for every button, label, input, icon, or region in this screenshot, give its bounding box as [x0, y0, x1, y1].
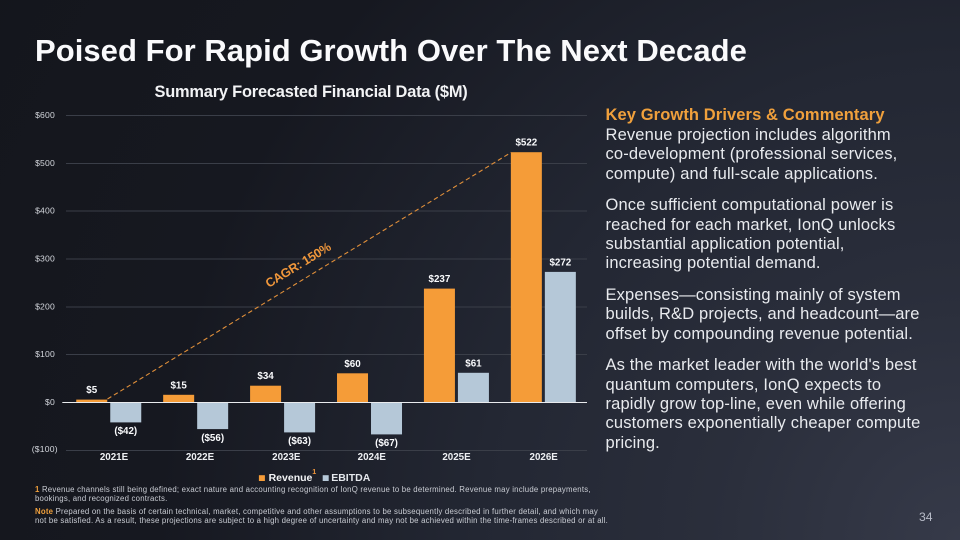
svg-text:2023E: 2023E — [272, 452, 301, 463]
svg-text:EBITDA: EBITDA — [331, 472, 371, 484]
svg-text:2021E: 2021E — [100, 452, 129, 463]
svg-text:$15: $15 — [170, 380, 187, 391]
svg-text:($42): ($42) — [114, 426, 137, 437]
svg-text:($63): ($63) — [288, 436, 311, 447]
svg-text:$61: $61 — [465, 358, 482, 369]
svg-text:$200: $200 — [35, 301, 55, 311]
svg-text:2022E: 2022E — [186, 452, 215, 463]
svg-text:$600: $600 — [35, 110, 55, 120]
svg-text:$500: $500 — [35, 158, 55, 168]
svg-text:$400: $400 — [35, 206, 55, 216]
svg-text:$60: $60 — [344, 359, 361, 370]
svg-text:2024E: 2024E — [358, 452, 387, 463]
svg-text:($100): ($100) — [32, 444, 58, 454]
svg-text:Revenue: Revenue — [269, 472, 313, 484]
svg-text:$34: $34 — [257, 371, 274, 382]
svg-text:CAGR: 150%: CAGR: 150% — [263, 240, 333, 291]
svg-text:2026E: 2026E — [530, 452, 559, 463]
svg-text:$100: $100 — [35, 349, 55, 359]
svg-text:1: 1 — [312, 467, 316, 476]
svg-text:$300: $300 — [35, 253, 55, 263]
svg-text:2025E: 2025E — [442, 452, 471, 463]
svg-text:$522: $522 — [515, 138, 537, 149]
svg-text:$237: $237 — [429, 274, 451, 285]
svg-text:($56): ($56) — [201, 433, 224, 444]
svg-text:($67): ($67) — [375, 438, 398, 449]
svg-text:$5: $5 — [86, 385, 97, 396]
svg-text:$0: $0 — [45, 397, 55, 407]
svg-text:$272: $272 — [549, 257, 571, 268]
